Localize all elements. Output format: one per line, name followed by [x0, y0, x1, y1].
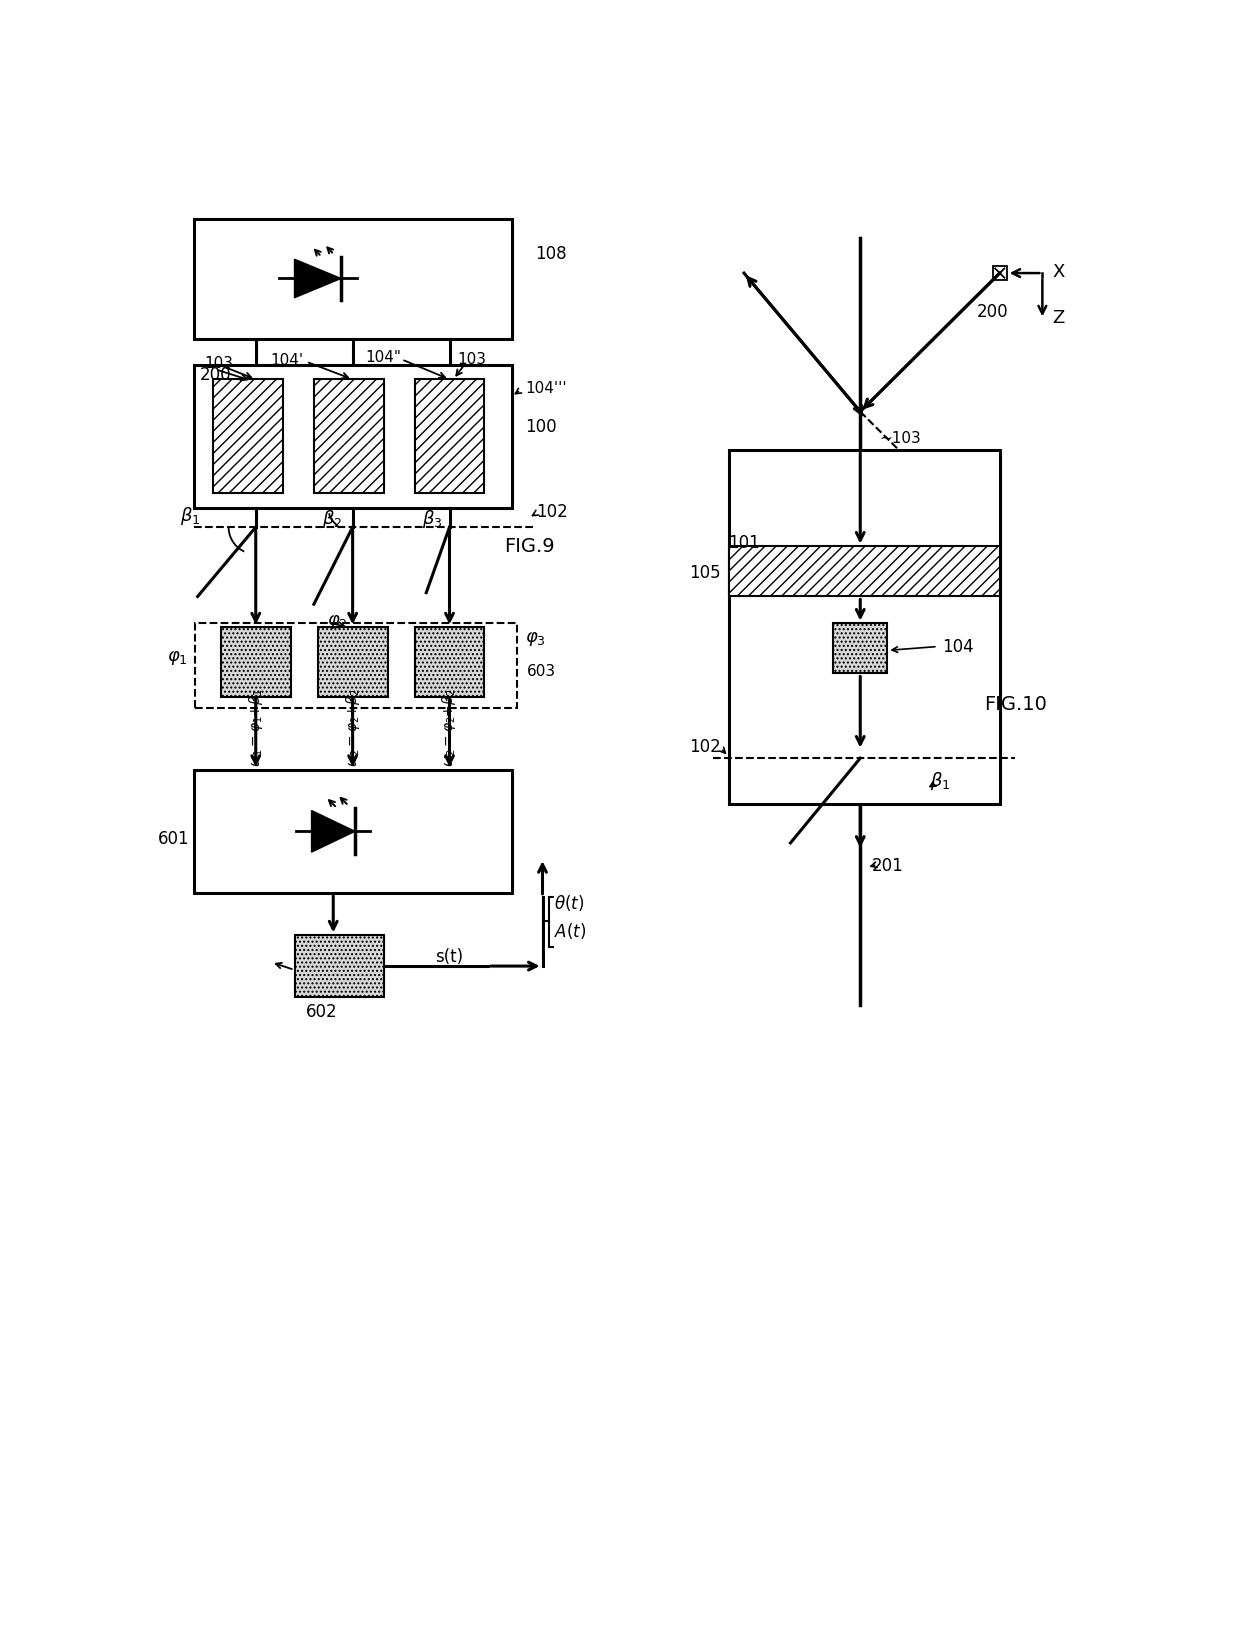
Text: $\theta(t)$: $\theta(t)$ — [554, 892, 584, 913]
Text: 200: 200 — [200, 366, 232, 384]
Bar — [993, 266, 1007, 279]
Polygon shape — [295, 260, 341, 297]
Text: 103: 103 — [203, 356, 233, 371]
Text: s(t): s(t) — [435, 948, 464, 966]
Text: 104''': 104''' — [526, 381, 567, 395]
Text: 200: 200 — [977, 302, 1008, 320]
Text: 103: 103 — [458, 351, 486, 366]
Text: 201: 201 — [872, 856, 904, 874]
Polygon shape — [311, 810, 355, 851]
Text: 108: 108 — [534, 245, 567, 263]
Bar — [196, 624, 517, 708]
Text: Z: Z — [1053, 309, 1065, 327]
Text: $\varphi_1$: $\varphi_1$ — [167, 649, 187, 667]
Text: 104": 104" — [366, 350, 402, 366]
Text: FIG.9: FIG.9 — [503, 538, 554, 556]
Bar — [414, 379, 485, 493]
Text: ~103: ~103 — [879, 431, 921, 446]
Text: $\omega_2{=}\varphi_2{+}\beta_2$: $\omega_2{=}\varphi_2{+}\beta_2$ — [440, 688, 459, 766]
Bar — [295, 935, 383, 997]
Text: $\beta_1$: $\beta_1$ — [930, 770, 950, 792]
Text: FIG.10: FIG.10 — [985, 694, 1047, 714]
Bar — [193, 219, 511, 338]
Text: X: X — [1053, 263, 1065, 281]
Text: $\varphi_3$: $\varphi_3$ — [526, 629, 547, 647]
Text: 102: 102 — [689, 737, 720, 755]
Bar — [729, 546, 999, 596]
Text: $\omega_2{=}\varphi_2{+}\beta_2$: $\omega_2{=}\varphi_2{+}\beta_2$ — [343, 688, 362, 766]
Bar — [833, 624, 888, 673]
Text: 603: 603 — [527, 665, 556, 680]
Bar — [317, 627, 387, 696]
Text: $\beta_3$: $\beta_3$ — [423, 508, 443, 531]
Bar — [221, 627, 290, 696]
Text: 100: 100 — [526, 418, 557, 436]
Bar — [729, 451, 999, 804]
Text: 102: 102 — [536, 503, 568, 521]
Text: 601: 601 — [159, 830, 190, 848]
Text: $\omega_1{=}\varphi_1{+}\beta_1$: $\omega_1{=}\varphi_1{+}\beta_1$ — [247, 688, 265, 766]
Bar — [193, 366, 511, 508]
Text: 105: 105 — [689, 564, 720, 582]
Text: $\beta_1$: $\beta_1$ — [180, 505, 200, 526]
Text: 101: 101 — [729, 534, 760, 552]
Bar — [314, 379, 383, 493]
Text: $\varphi_2$: $\varphi_2$ — [327, 613, 347, 631]
Text: 104': 104' — [270, 353, 304, 368]
Bar — [193, 770, 511, 892]
Text: 104: 104 — [941, 637, 973, 655]
Text: $\beta_2$: $\beta_2$ — [321, 508, 342, 531]
Bar — [414, 627, 485, 696]
Bar — [213, 379, 283, 493]
Text: $A(t)$: $A(t)$ — [554, 922, 587, 941]
Text: 602: 602 — [306, 1003, 337, 1021]
